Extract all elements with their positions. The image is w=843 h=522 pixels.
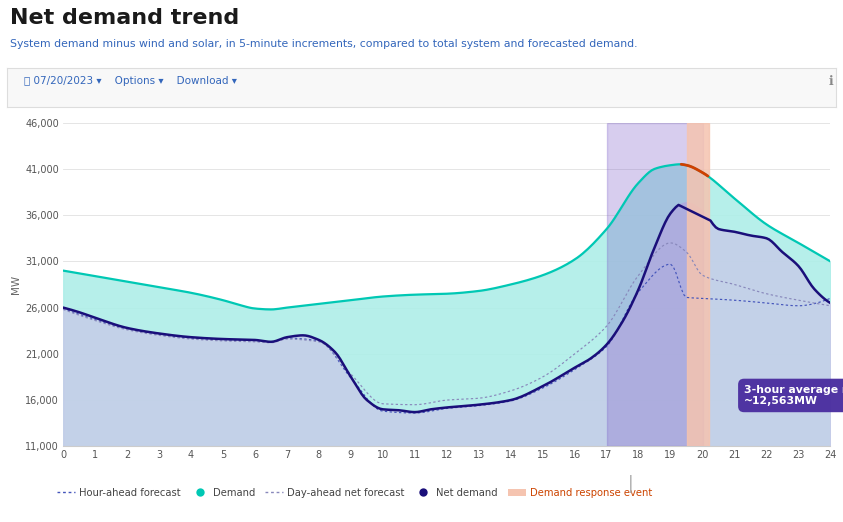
Text: System demand minus wind and solar, in 5-minute increments, compared to total sy: System demand minus wind and solar, in 5… (10, 39, 637, 49)
Legend: Hour-ahead forecast, Demand, Day-ahead net forecast, Net demand, Demand response: Hour-ahead forecast, Demand, Day-ahead n… (57, 488, 652, 498)
Bar (686, 123, 709, 446)
Text: 📅 07/20/2023 ▾    Options ▾    Download ▾: 📅 07/20/2023 ▾ Options ▾ Download ▾ (24, 76, 237, 87)
Y-axis label: MW: MW (11, 275, 21, 294)
Bar (607, 123, 702, 446)
Text: Net demand trend: Net demand trend (10, 8, 239, 28)
Text: 3-hour average ramp
~12,563MW: 3-hour average ramp ~12,563MW (744, 385, 843, 406)
Text: ℹ: ℹ (828, 75, 833, 88)
Text: |: | (628, 476, 634, 493)
